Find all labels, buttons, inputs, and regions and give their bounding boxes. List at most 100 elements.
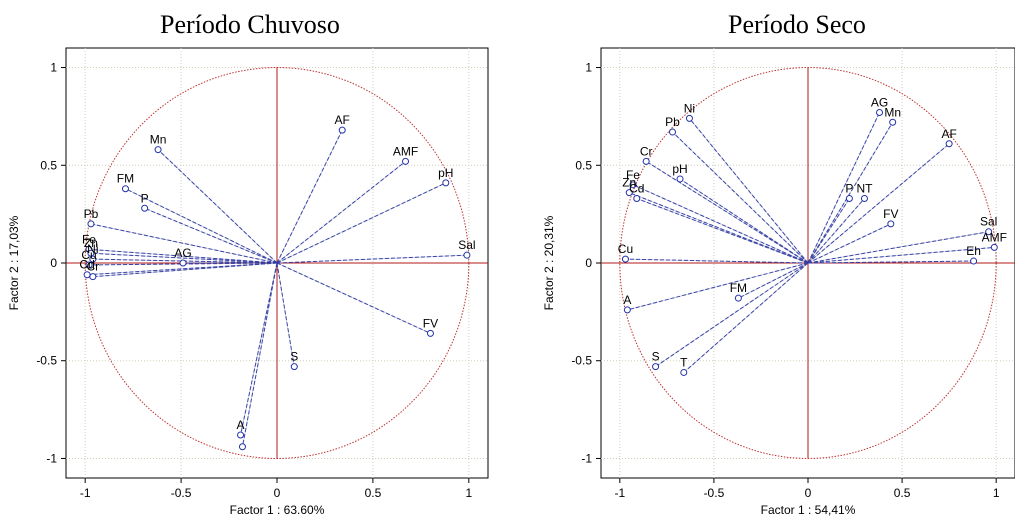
loading-point: [685, 114, 693, 122]
point-label: Zn: [622, 176, 636, 190]
point-label: NT: [856, 182, 873, 196]
panel-0: -1 -0.5 0 0.5 1 1 0.5 0 -0.5 -1 Factor 1 : 63.60% F…: [7, 47, 489, 517]
point-label: Cr: [640, 144, 653, 158]
loading-vector-solid: [625, 258, 809, 264]
point-label: Eh: [966, 244, 981, 258]
loading-point: [621, 255, 629, 263]
loading-point: [734, 294, 742, 302]
loading-point: [89, 255, 97, 263]
point-label: AG: [871, 96, 888, 110]
loading-vector-solid: [242, 262, 278, 447]
loading-vector-solid: [276, 161, 406, 264]
loading-point: [669, 128, 677, 136]
loading-point: [652, 363, 660, 371]
y-tick-label: 0.5: [575, 158, 592, 172]
x-tick-label: -0.5: [704, 486, 725, 500]
point-label: Cd: [629, 182, 644, 196]
loading-vector-solid: [807, 112, 880, 264]
loading-point: [442, 179, 450, 187]
loading-point: [426, 329, 434, 337]
loading-point: [238, 443, 246, 451]
loading-vector-solid: [807, 143, 950, 264]
loading-point: [237, 431, 245, 439]
point-label: Cr: [87, 260, 100, 274]
loading-point: [642, 157, 650, 165]
loading-vector-solid: [240, 262, 278, 436]
loading-point: [845, 195, 853, 202]
loading-vector-solid: [632, 184, 809, 264]
loading-vector-solid: [807, 198, 865, 264]
x-tick-label: 0.5: [365, 486, 382, 500]
point-label: AF: [335, 113, 350, 127]
x-tick-label: -1: [614, 486, 625, 500]
point-label: AMF: [393, 144, 418, 158]
loading-vector-solid: [655, 262, 809, 367]
x-axis-label: Factor 1 : 63.60%: [230, 503, 325, 517]
point-label: Sal: [458, 238, 475, 252]
loading-vector-solid: [807, 260, 974, 264]
loading-point: [860, 195, 868, 202]
point-label: Mn: [884, 105, 901, 119]
loading-point: [625, 189, 633, 197]
loading-vector-solid: [807, 223, 891, 264]
point-label: AMF: [982, 230, 1007, 244]
loading-point: [121, 185, 129, 193]
loading-point: [887, 220, 895, 228]
point-label: FV: [883, 207, 898, 221]
point-label: S: [652, 350, 660, 364]
loading-vector-solid: [689, 118, 809, 264]
y-tick-label: 0: [585, 256, 592, 270]
loading-vector-solid: [738, 262, 809, 299]
panel-1: -1 -0.5 0 0.5 1 1 0.5 0 -0.5 -1 Factor 1 : 54,41% F…: [542, 47, 1015, 517]
loading-vector-solid: [276, 254, 467, 264]
loading-point: [402, 157, 410, 165]
loading-vector-solid: [807, 247, 995, 264]
loading-vector-solid: [807, 122, 893, 264]
loading-point: [85, 261, 93, 269]
point-label: Cu: [618, 242, 633, 256]
loading-point: [985, 228, 993, 236]
loading-point: [463, 251, 471, 259]
loading-vector-solid: [807, 198, 850, 264]
loading-vector-solid: [627, 262, 809, 311]
loading-vector-solid: [92, 262, 278, 277]
loading-vector-solid: [276, 129, 343, 264]
point-label: FM: [730, 281, 747, 295]
loading-point: [970, 257, 978, 265]
x-tick-label: 1: [993, 486, 1000, 500]
point-label: Pb: [665, 115, 680, 129]
loading-vector-solid: [646, 161, 809, 264]
y-tick-label: -1: [46, 451, 57, 465]
point-label: AF: [941, 127, 956, 141]
loading-vector-solid: [672, 131, 809, 264]
y-tick-label: 1: [50, 61, 57, 75]
y-tick-label: -1: [581, 451, 592, 465]
point-label: Zn: [84, 236, 98, 250]
loading-point: [876, 109, 884, 116]
point-label: T: [680, 355, 688, 369]
point-label: P: [845, 182, 853, 196]
point-label: P: [141, 191, 149, 205]
loading-point: [290, 363, 298, 371]
loading-point: [680, 368, 688, 376]
loading-point: [87, 220, 95, 228]
loading-point: [154, 146, 162, 154]
point-label: Fe: [82, 232, 96, 246]
point-label: A: [237, 418, 245, 432]
point-label: Mn: [150, 133, 167, 147]
loading-vector-solid: [90, 252, 278, 264]
x-tick-label: 0: [274, 486, 281, 500]
point-label: FV: [423, 316, 438, 330]
loading-point: [623, 306, 631, 314]
point-label: pH: [672, 162, 687, 176]
point-label: A: [623, 293, 631, 307]
y-tick-label: 0.5: [40, 158, 57, 172]
loading-vector-solid: [276, 262, 431, 334]
y-tick-label: -0.5: [36, 354, 57, 368]
loading-point: [629, 181, 637, 189]
point-label: Ni: [87, 242, 98, 256]
y-axis-label: Factor 2 : 20,31%: [542, 215, 556, 310]
loading-vector-solid: [276, 182, 446, 264]
point-label: AG: [174, 246, 191, 260]
point-label: Cd: [79, 258, 94, 272]
